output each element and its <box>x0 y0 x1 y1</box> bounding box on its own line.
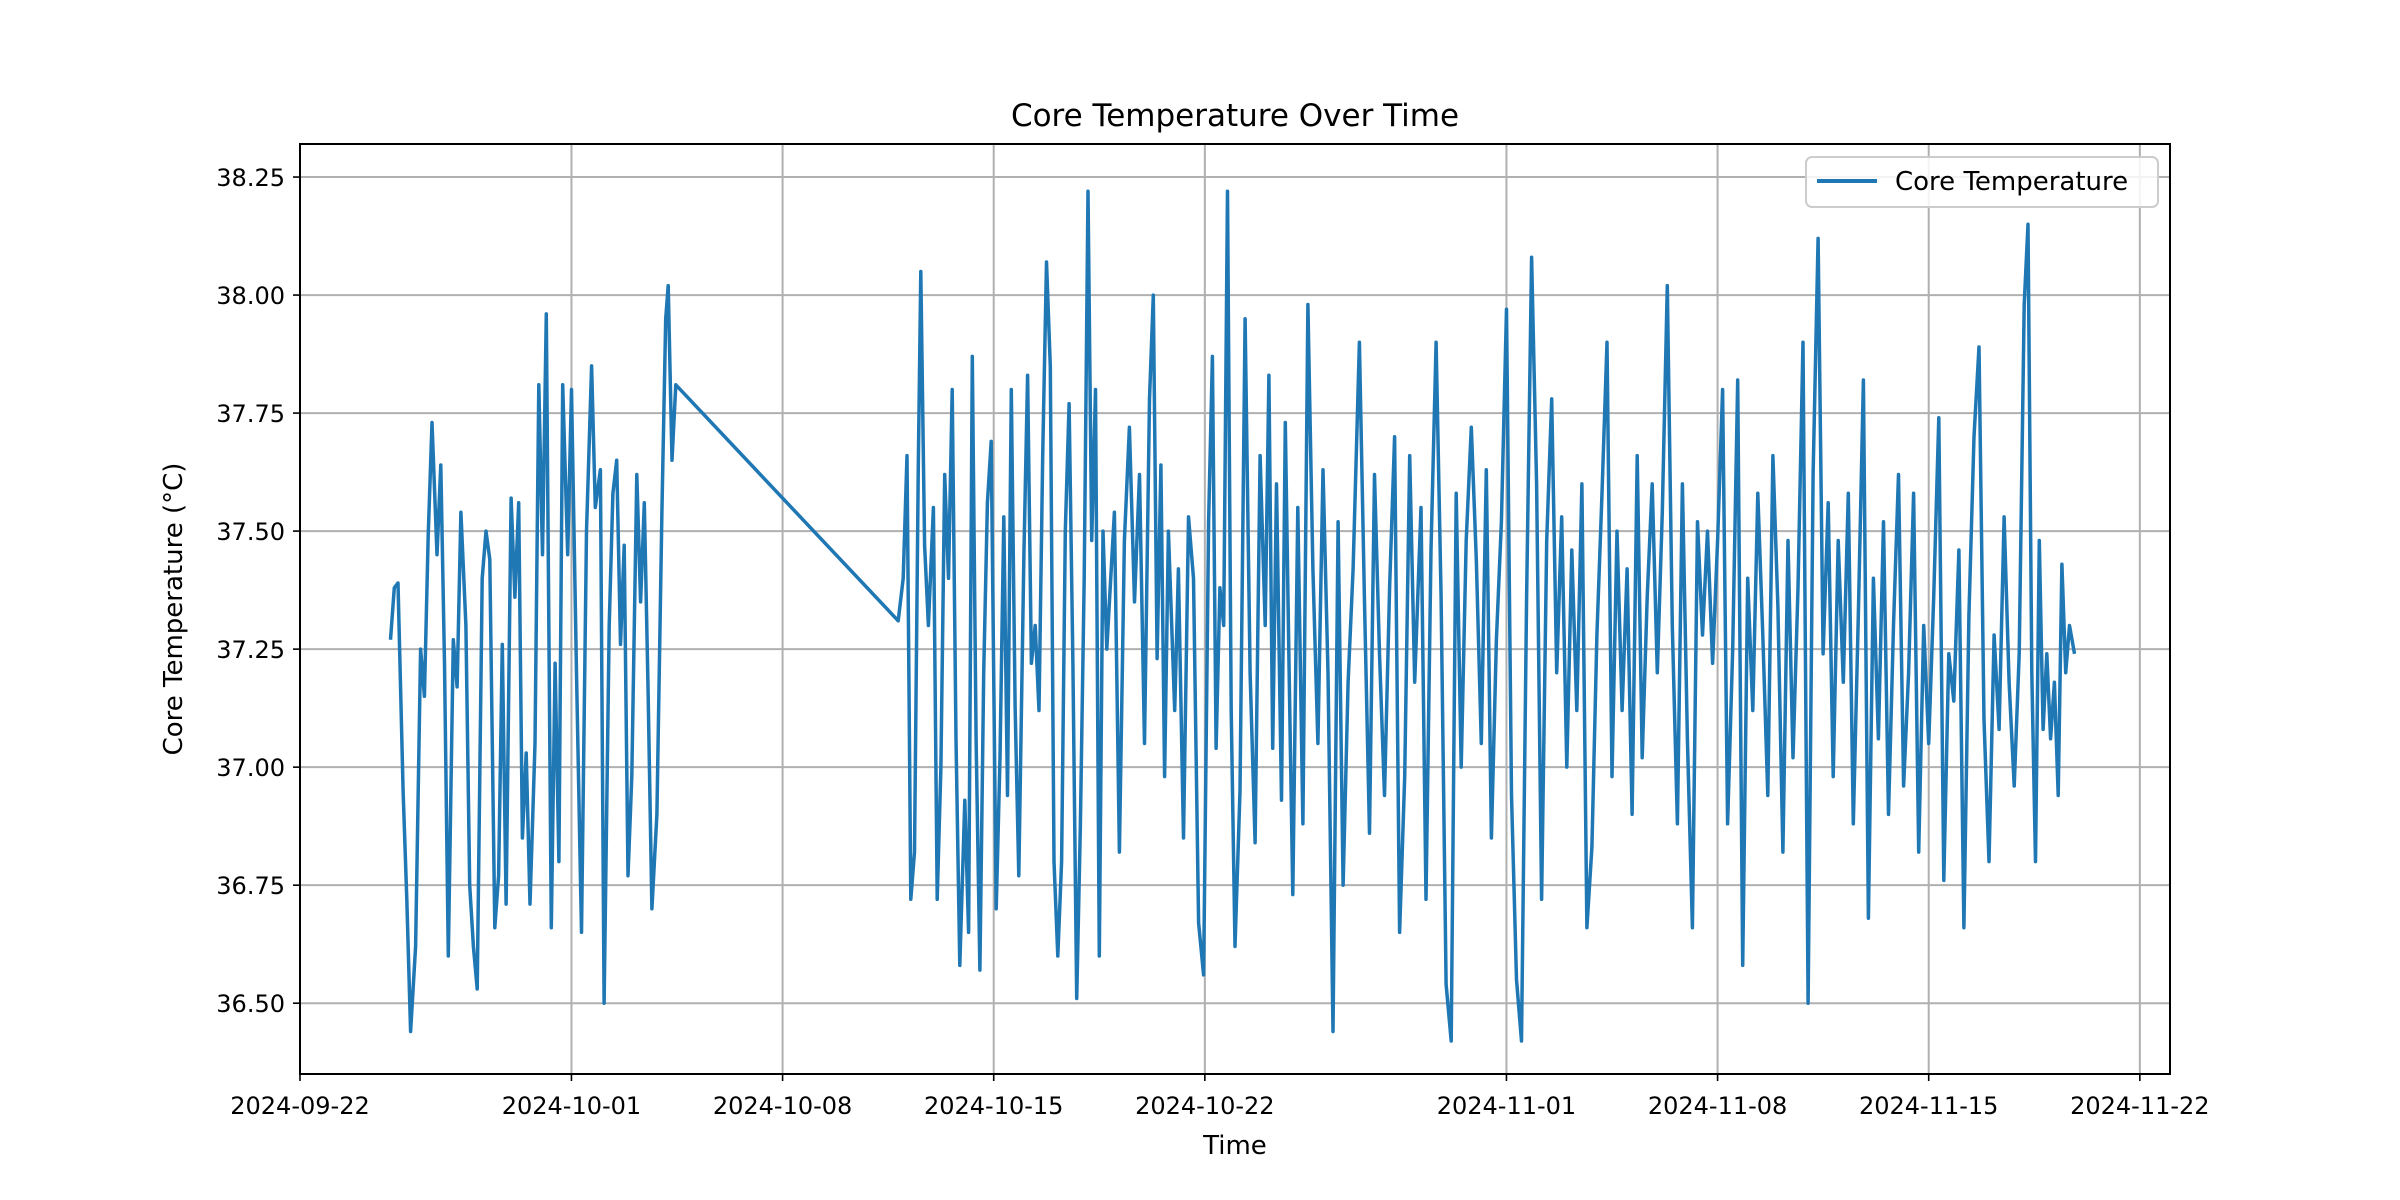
x-tick-label: 2024-10-01 <box>502 1092 641 1120</box>
legend: Core Temperature <box>1805 156 2159 208</box>
legend-label: Core Temperature <box>1895 167 2128 197</box>
x-tick-label: 2024-10-15 <box>924 1092 1063 1120</box>
y-tick-label: 36.75 <box>216 872 285 900</box>
chart-title: Core Temperature Over Time <box>1011 98 1459 134</box>
x-tick-label: 2024-11-22 <box>2070 1092 2209 1120</box>
x-tick-label: 2024-11-15 <box>1859 1092 1998 1120</box>
x-tick-label: 2024-10-22 <box>1135 1092 1274 1120</box>
y-tick-label: 37.00 <box>216 754 285 782</box>
y-tick-label: 37.50 <box>216 518 285 546</box>
legend-box <box>1805 156 2159 208</box>
x-axis-label: Time <box>1202 1131 1267 1161</box>
x-tick-label: 2024-10-08 <box>713 1092 852 1120</box>
y-tick-label: 37.25 <box>216 636 285 664</box>
plot-frame <box>299 143 2171 1075</box>
y-tick-label: 37.75 <box>216 400 285 428</box>
y-axis-label: Core Temperature (°C) <box>159 463 189 756</box>
x-tick-label: 2024-11-08 <box>1648 1092 1787 1120</box>
x-tick-label: 2024-11-01 <box>1437 1092 1576 1120</box>
y-tick-label: 38.25 <box>216 164 285 192</box>
y-tick-label: 38.00 <box>216 282 285 310</box>
series-line-core-temperature <box>388 189 2077 1043</box>
series-layer <box>388 189 2077 1043</box>
axis-ticks: 2024-09-22 2024-10-01 2024-10-08 2024-10-15… <box>216 164 2209 1120</box>
y-tick-label: 36.50 <box>216 990 285 1018</box>
x-tick-label: 2024-09-22 <box>230 1092 369 1120</box>
